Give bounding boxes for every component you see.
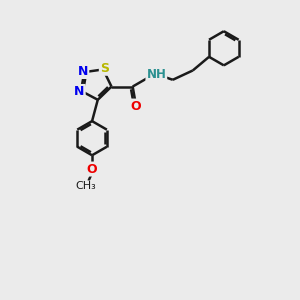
Text: N: N	[74, 85, 85, 98]
Text: N: N	[78, 65, 88, 78]
Text: S: S	[100, 62, 109, 75]
Text: O: O	[87, 163, 98, 176]
Text: CH₃: CH₃	[76, 181, 97, 191]
Text: NH: NH	[146, 68, 166, 81]
Text: O: O	[130, 100, 141, 112]
